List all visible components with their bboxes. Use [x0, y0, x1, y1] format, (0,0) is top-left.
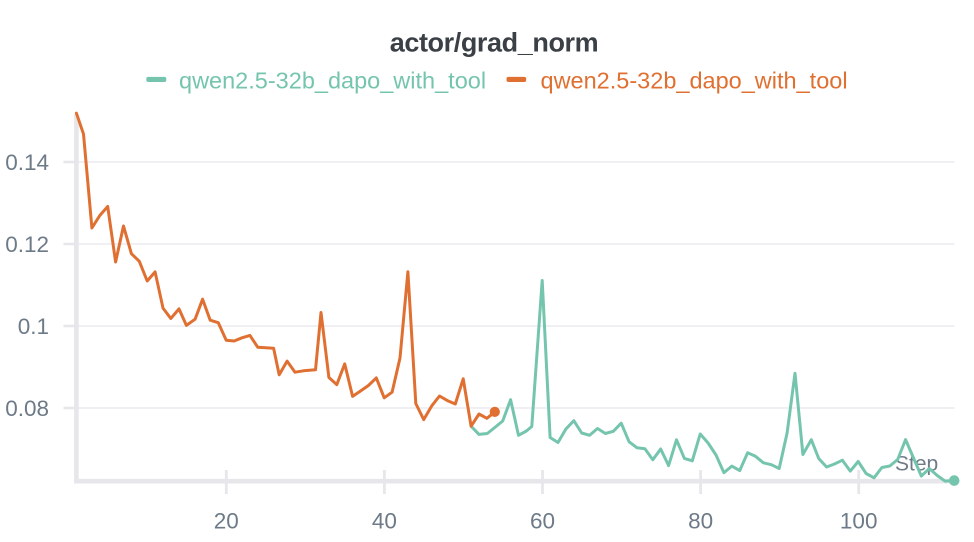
svg-text:0.1: 0.1	[18, 314, 49, 339]
svg-text:60: 60	[530, 508, 555, 533]
svg-text:0.14: 0.14	[5, 150, 49, 175]
svg-text:80: 80	[688, 508, 713, 533]
svg-text:qwen2.5-32b_dapo_with_tool: qwen2.5-32b_dapo_with_tool	[179, 68, 486, 94]
svg-text:40: 40	[372, 508, 397, 533]
svg-text:100: 100	[840, 508, 878, 533]
svg-text:qwen2.5-32b_dapo_with_tool: qwen2.5-32b_dapo_with_tool	[541, 68, 848, 94]
svg-text:20: 20	[214, 508, 239, 533]
svg-text:actor/grad_norm: actor/grad_norm	[390, 28, 599, 58]
svg-text:0.12: 0.12	[5, 232, 49, 257]
svg-text:0.08: 0.08	[5, 396, 49, 421]
